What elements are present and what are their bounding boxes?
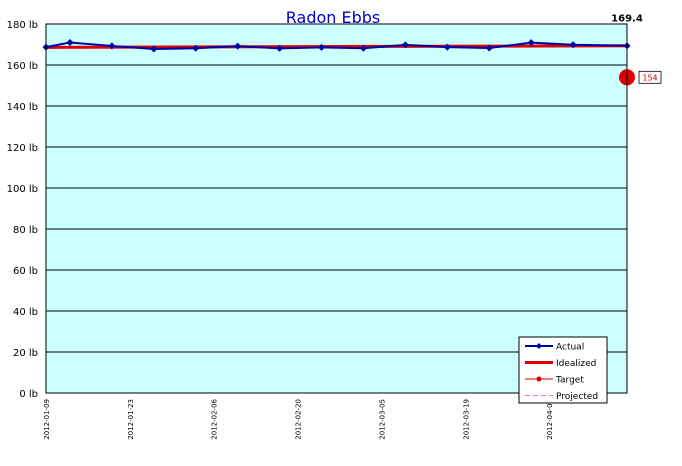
- series-actual-point: [66, 38, 74, 46]
- legend-label: Idealized: [556, 359, 596, 369]
- series-actual-point: [569, 41, 577, 49]
- legend-label: Projected: [556, 392, 598, 402]
- plot-background: [46, 24, 627, 393]
- y-tick-label: 100 lb: [7, 184, 38, 195]
- legend-box: [518, 336, 608, 404]
- y-tick-label: 180 lb: [7, 20, 38, 31]
- x-tick-label: 2012-01-23: [127, 399, 135, 440]
- series-idealized-line: [45, 44, 628, 49]
- series-actual-point: [276, 44, 284, 52]
- target-badge-box: [638, 70, 662, 84]
- plot-border: [45, 23, 628, 394]
- series-actual-point: [359, 44, 367, 52]
- series-actual-point: [443, 43, 451, 51]
- series-actual-point: [234, 42, 242, 50]
- legend-label: Actual: [556, 343, 584, 353]
- series-actual-point: [192, 44, 200, 52]
- series-actual-point: [401, 41, 409, 49]
- y-tick-label: 80 lb: [13, 225, 38, 236]
- target-badge-label: 154: [642, 73, 657, 82]
- series-actual-point: [318, 43, 326, 51]
- y-tick-label: 20 lb: [13, 348, 38, 359]
- y-tick-label: 140 lb: [7, 102, 38, 113]
- x-tick-label: 2012-03-05: [378, 399, 386, 440]
- chart-title: Radon Ebbs: [286, 8, 381, 27]
- y-tick-label: 0 lb: [19, 389, 38, 400]
- x-tick-label: 2012-02-06: [211, 398, 219, 439]
- y-tick-label: 160 lb: [7, 61, 38, 72]
- x-tick-label: 2012-02-20: [295, 399, 303, 440]
- y-tick-label: 40 lb: [13, 307, 38, 318]
- series-actual-point: [527, 39, 535, 47]
- series-actual-point: [150, 45, 158, 53]
- y-tick-label: 60 lb: [13, 266, 38, 277]
- x-tick-label: 2012-03-19: [462, 399, 470, 440]
- y-tick-label: 120 lb: [7, 143, 38, 154]
- x-tick-label: 2012-04-02: [546, 399, 554, 440]
- last-value-label: 169.4: [611, 14, 643, 25]
- legend-marker-target: [536, 376, 542, 382]
- series-actual-point: [108, 42, 116, 50]
- x-tick-label: 2012-01-09: [43, 399, 51, 440]
- series-actual-point: [485, 44, 493, 52]
- legend-label: Target: [555, 376, 584, 386]
- legend-marker-actual: [536, 343, 542, 349]
